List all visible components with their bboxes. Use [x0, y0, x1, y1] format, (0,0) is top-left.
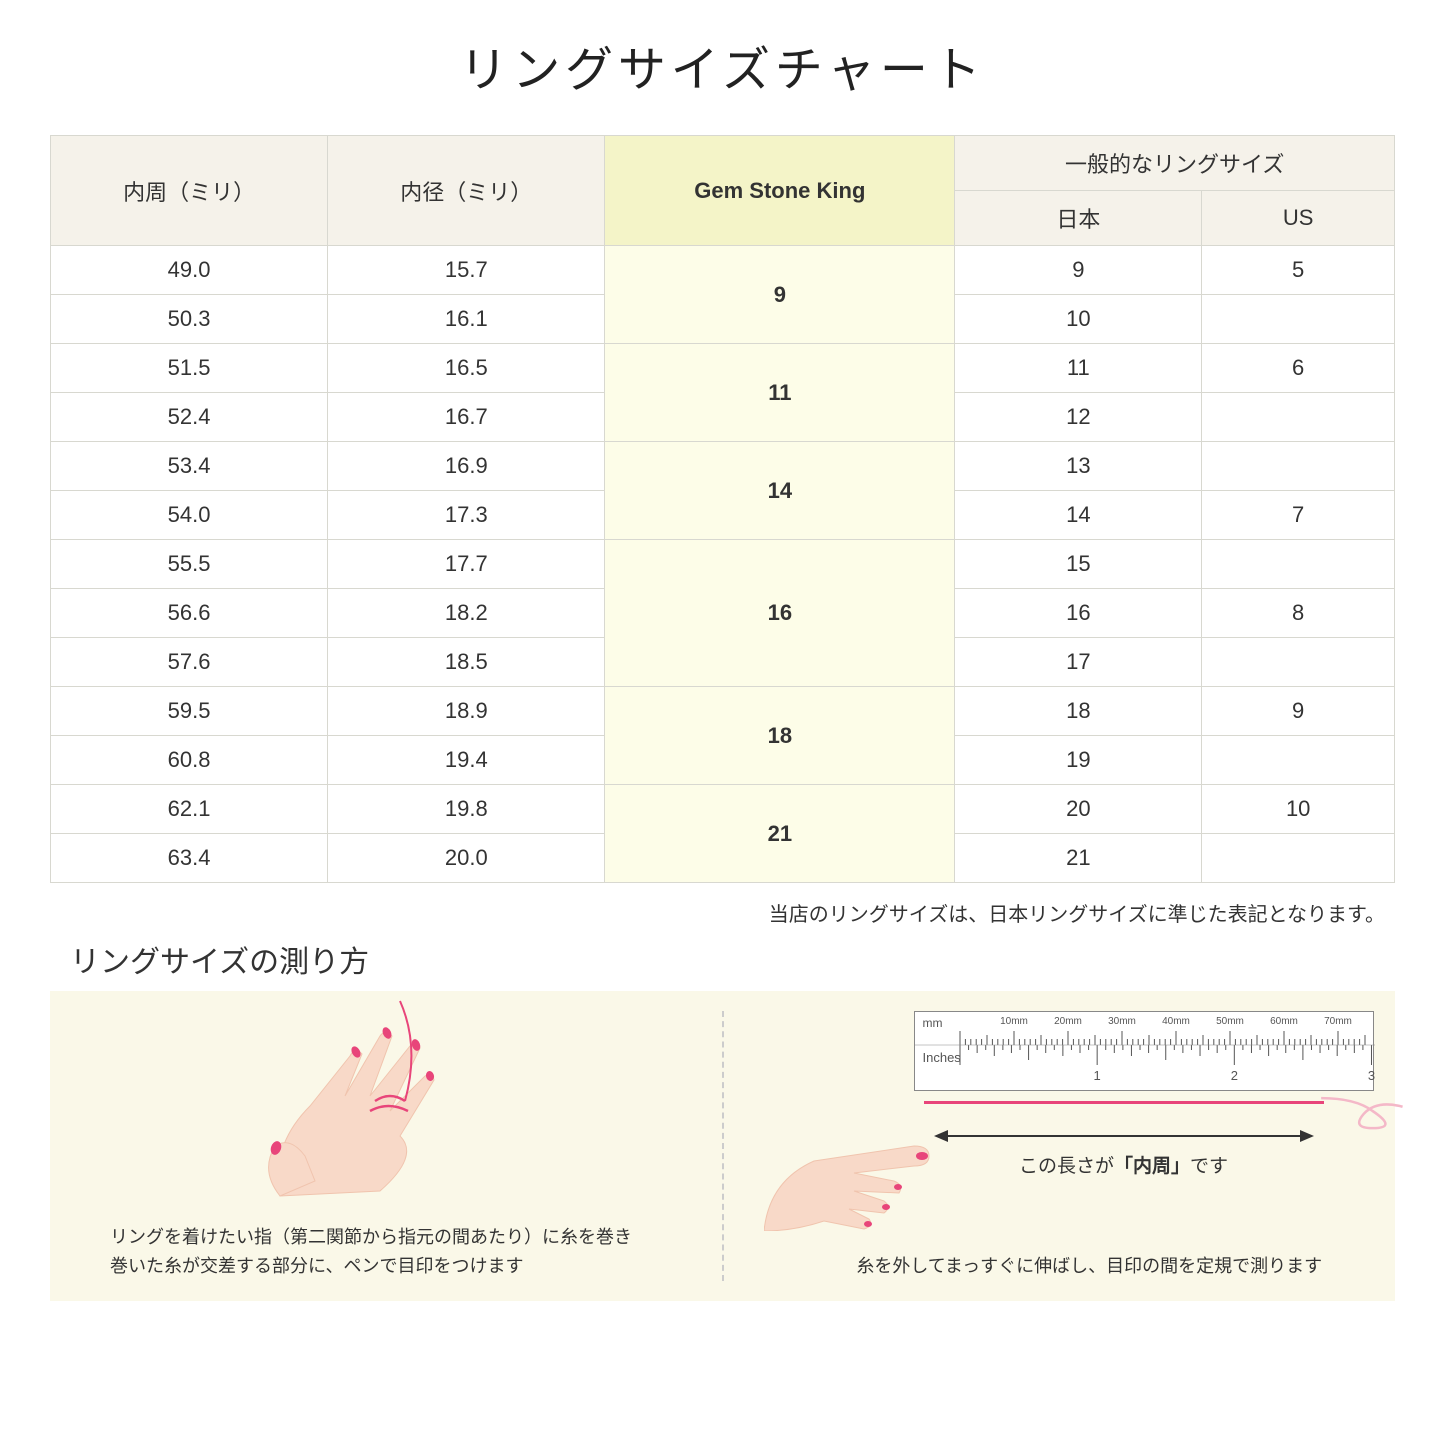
table-row: 53.416.91413 [51, 442, 1395, 491]
instructions-panel: リングを着けたい指（第二関節から指元の間あたり）に糸を巻き 巻いた糸が交差する部… [50, 991, 1395, 1301]
thread-curl-icon [1314, 1081, 1414, 1141]
svg-text:30mm: 30mm [1108, 1016, 1136, 1027]
col-japan: 日本 [955, 191, 1202, 246]
ring-size-table: 内周（ミリ） 内径（ミリ） Gem Stone King 一般的なリングサイズ … [50, 135, 1395, 883]
instruction-step-1: リングを着けたい指（第二関節から指元の間あたり）に糸を巻き 巻いた糸が交差する部… [50, 991, 722, 1301]
instruction-step-2: mm Inches 10mm20mm30mm40mm50mm60mm70mm 1… [724, 991, 1396, 1301]
measurement-arrow [934, 1126, 1314, 1146]
svg-text:2: 2 [1230, 1068, 1237, 1083]
svg-text:20mm: 20mm [1054, 1016, 1082, 1027]
table-note: 当店のリングサイズは、日本リングサイズに準じた表記となります。 [50, 898, 1395, 927]
table-row: 49.015.7995 [51, 246, 1395, 295]
col-general: 一般的なリングサイズ [955, 136, 1395, 191]
col-diameter: 内径（ミリ） [328, 136, 605, 246]
svg-text:40mm: 40mm [1162, 1016, 1190, 1027]
page-title: リングサイズチャート [50, 30, 1395, 100]
col-us: US [1202, 191, 1395, 246]
instruction-1-text: リングを着けたい指（第二関節から指元の間あたり）に糸を巻き 巻いた糸が交差する部… [110, 1223, 702, 1281]
svg-text:10mm: 10mm [1000, 1016, 1028, 1027]
instructions-title: リングサイズの測り方 [50, 937, 1395, 981]
table-row: 51.516.511116 [51, 344, 1395, 393]
svg-text:70mm: 70mm [1324, 1016, 1352, 1027]
table-row: 62.119.8212010 [51, 785, 1395, 834]
svg-text:60mm: 60mm [1270, 1016, 1298, 1027]
hand-with-thread-icon [220, 996, 500, 1206]
svg-text:1: 1 [1093, 1068, 1100, 1083]
instruction-2-text: 糸を外してまっすぐに伸ばし、目印の間を定規で測ります [804, 1252, 1376, 1281]
table-row: 59.518.918189 [51, 687, 1395, 736]
hand-pointing-icon [764, 1091, 944, 1231]
arrow-label: この長さが「内周」です [934, 1151, 1314, 1178]
col-circumference: 内周（ミリ） [51, 136, 328, 246]
ruler-icon: mm Inches 10mm20mm30mm40mm50mm60mm70mm 1… [914, 1011, 1386, 1091]
col-gsk: Gem Stone King [605, 136, 955, 246]
thread-line [924, 1101, 1324, 1104]
table-row: 55.517.71615 [51, 540, 1395, 589]
svg-text:50mm: 50mm [1216, 1016, 1244, 1027]
